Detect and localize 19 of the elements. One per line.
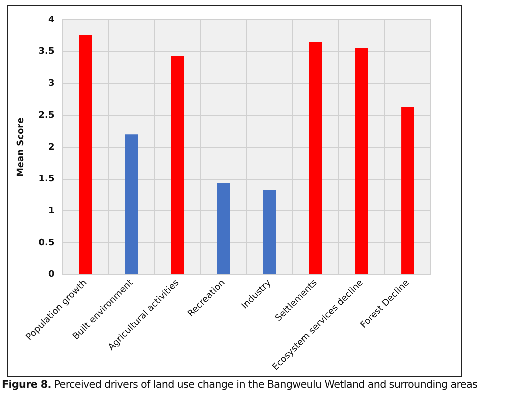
y-tick-label: 4	[48, 15, 55, 26]
bar	[79, 35, 92, 274]
bar	[125, 134, 138, 274]
caption: Figure 8. Perceived drivers of land use change in the Bangweulu Wetland and surrounding areas	[2, 379, 479, 391]
y-tick-label: 0.5	[38, 238, 55, 248]
bar	[217, 183, 230, 274]
y-tick-label: 1.5	[38, 174, 55, 185]
y-tick-label: 3.5	[38, 47, 55, 58]
bar	[356, 48, 368, 274]
bar	[402, 107, 414, 274]
y-tick-label: 3	[48, 79, 55, 90]
bar	[171, 56, 184, 274]
bar	[309, 42, 322, 274]
y-tick-label: 2	[48, 142, 55, 153]
bar	[263, 190, 276, 274]
y-tick-label: 0	[48, 270, 55, 280]
y-axis-title: Mean Score	[16, 118, 27, 178]
y-tick-label: 2.5	[38, 110, 55, 121]
y-tick-label: 1	[48, 206, 55, 216]
